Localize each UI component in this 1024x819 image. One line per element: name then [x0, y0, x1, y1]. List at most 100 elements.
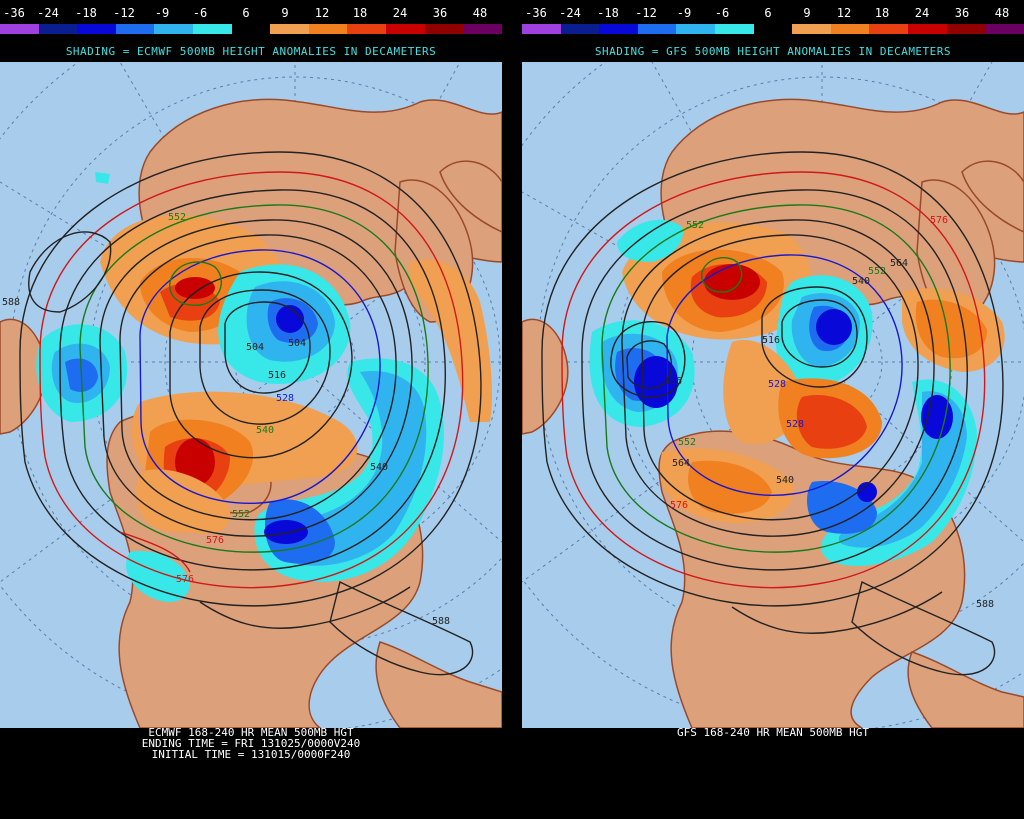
contour-label: 516 — [664, 376, 682, 387]
contour-label: 516 — [268, 370, 286, 381]
legend-swatch — [424, 24, 464, 34]
contour-label: 540 — [370, 462, 388, 473]
caption-line: ENDING TIME = FRI 131025/0000V240 — [141, 737, 361, 750]
legend-label: -24 — [37, 6, 59, 20]
map-caption: GFS 168-240 HR MEAN 500MB HGT — [522, 727, 1024, 738]
legend-label: 48 — [472, 6, 488, 20]
legend-swatch — [193, 24, 232, 34]
contour-label: 564 — [890, 258, 908, 269]
map-subtitle: SHADING = ECMWF 500MB HEIGHT ANOMALIES I… — [65, 45, 437, 58]
legend-label: 36 — [954, 6, 970, 20]
contour-label: 504 — [246, 342, 264, 353]
legend-label: 12 — [314, 6, 330, 20]
contour-label: 564 — [672, 458, 690, 469]
legend-swatch — [38, 24, 78, 34]
legend-labels: -36 -24 -18 -12 -9 -6 6 9 12 18 24 36 48 — [522, 6, 1024, 20]
contour-label: 552 — [168, 212, 186, 223]
contour-label: 576 — [930, 215, 948, 226]
legend-swatch — [270, 24, 309, 34]
legend-swatch — [0, 24, 39, 34]
legend-label: 9 — [281, 6, 289, 20]
legend-label: 18 — [874, 6, 890, 20]
contour-label: 588 — [976, 599, 994, 610]
map-caption: ECMWF 168-240 HR MEAN 500MB HGT ENDING T… — [0, 727, 502, 760]
legend-label: 9 — [803, 6, 811, 20]
legend-label: -6 — [192, 6, 208, 20]
legend-swatch — [231, 24, 271, 34]
legend-label: -12 — [113, 6, 135, 20]
gfs-panel: -36 -24 -18 -12 -9 -6 6 9 12 18 24 36 48… — [522, 0, 1024, 819]
ecmwf-panel: -36 -24 -18 -12 -9 -6 6 9 12 18 24 36 48… — [0, 0, 502, 819]
caption-line: ECMWF 168-240 HR MEAN 500MB HGT — [148, 726, 354, 739]
contour-label: 576 — [670, 500, 688, 511]
contour-labels: 552 588 504 504 516 528 540 540 552 576 … — [2, 212, 450, 627]
legend-label: 6 — [764, 6, 772, 20]
legend-label: -12 — [635, 6, 657, 20]
contour-label: 576 — [206, 535, 224, 546]
legend-swatch — [753, 24, 793, 34]
legend-swatch — [830, 24, 870, 34]
legend-label: 36 — [432, 6, 448, 20]
caption-line: GFS 168-240 HR MEAN 500MB HGT — [676, 726, 870, 739]
gfs-height-anomaly-map: 552 576 564 552 540 516 528 528 552 564 … — [522, 62, 1024, 728]
contour-label: 540 — [852, 276, 870, 287]
contour-label: 552 — [232, 509, 250, 520]
legend-label: -36 — [3, 6, 25, 20]
contour-label: 516 — [762, 335, 780, 346]
legend-labels: -36 -24 -18 -12 -9 -6 6 9 12 18 24 36 48 — [0, 6, 502, 20]
legend-swatch — [308, 24, 348, 34]
legend-label: 18 — [352, 6, 368, 20]
legend-color-bar — [0, 24, 502, 34]
legend-label: 6 — [242, 6, 250, 20]
legend-label: 24 — [914, 6, 930, 20]
legend-label: -18 — [75, 6, 97, 20]
contour-label: 576 — [176, 574, 194, 585]
legend-swatch — [522, 24, 561, 34]
contour-label: 504 — [288, 338, 306, 349]
contour-labels: 552 576 564 552 540 516 528 528 552 564 … — [664, 215, 994, 610]
legend-label: -18 — [597, 6, 619, 20]
legend-swatch — [908, 24, 947, 34]
caption-line: INITIAL TIME = 131015/0000F240 — [151, 748, 351, 761]
legend-swatch — [560, 24, 600, 34]
legend-label: 12 — [836, 6, 852, 20]
legend-swatch — [792, 24, 831, 34]
contour-label: 588 — [432, 616, 450, 627]
legend-swatch — [77, 24, 116, 34]
legend-swatch — [715, 24, 754, 34]
legend-color-bar — [522, 24, 1024, 34]
legend-label: -9 — [154, 6, 170, 20]
anomaly-shading — [36, 172, 492, 602]
legend-label: -9 — [676, 6, 692, 20]
legend-swatch — [676, 24, 716, 34]
panel-divider — [502, 0, 522, 819]
legend-swatch — [347, 24, 387, 34]
legend-label: -36 — [525, 6, 547, 20]
legend-swatch — [869, 24, 909, 34]
legend-swatch — [946, 24, 986, 34]
legend-swatch — [386, 24, 425, 34]
legend-swatch — [115, 24, 155, 34]
contour-label: 540 — [256, 425, 274, 436]
legend-swatch — [985, 24, 1024, 34]
contour-label: 540 — [776, 475, 794, 486]
ecmwf-height-anomaly-map: 552 588 504 504 516 528 540 540 552 576 … — [0, 62, 502, 728]
map-subtitle: SHADING = GFS 500MB HEIGHT ANOMALIES IN … — [594, 45, 952, 58]
legend-label: 24 — [392, 6, 408, 20]
legend-swatch — [599, 24, 638, 34]
height-contours — [541, 151, 1004, 676]
legend-label: -24 — [559, 6, 581, 20]
contour-label: 528 — [786, 419, 804, 430]
contour-label: 528 — [768, 379, 786, 390]
contour-label: 552 — [678, 437, 696, 448]
height-contours — [19, 151, 482, 676]
legend-swatch — [154, 24, 194, 34]
contour-label: 588 — [2, 297, 20, 308]
contour-label: 528 — [276, 393, 294, 404]
legend-label: 48 — [994, 6, 1010, 20]
contour-label: 552 — [868, 266, 886, 277]
legend-label: -6 — [714, 6, 730, 20]
legend-swatch — [637, 24, 677, 34]
legend-swatch — [463, 24, 502, 34]
contour-label: 552 — [686, 220, 704, 231]
